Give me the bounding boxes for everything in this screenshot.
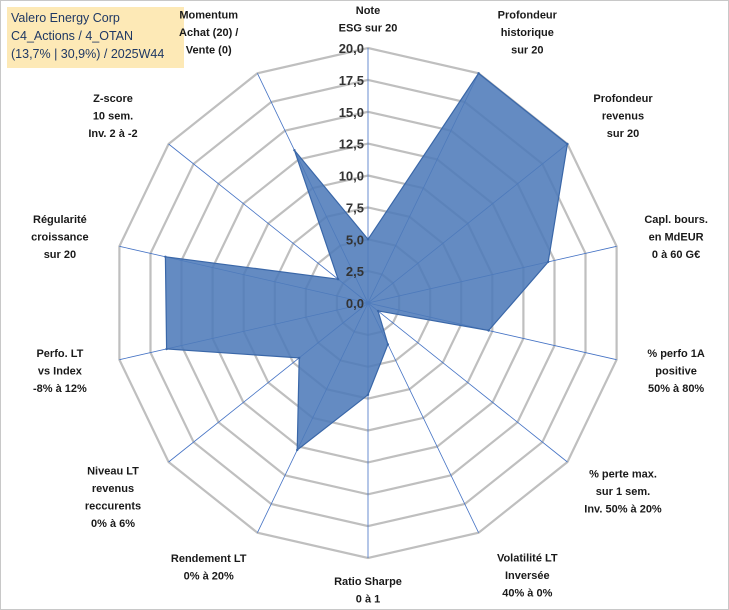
data-series-area (164, 72, 569, 452)
axis-label-line: Volatilité LT (497, 552, 558, 564)
data-point (293, 149, 296, 152)
axis-label-line: Achat (20) / (179, 27, 238, 39)
axis-label-line: Inversée (505, 570, 550, 582)
axis-label-line: 40% à 0% (502, 587, 552, 599)
data-point (566, 142, 569, 146)
tick-label: 0,0 (346, 296, 364, 311)
axis-label-line: Perfo. LT (36, 348, 83, 360)
axis-label: Ratio Sharpe 0 à 1 (334, 576, 402, 606)
axis-spoke (168, 143, 369, 304)
axis-label: Z-score 10 sem. Inv. 2 à -2 (88, 93, 137, 140)
data-point (477, 72, 480, 75)
axis-label-line: Note (356, 5, 380, 17)
axis-label-line: revenus (602, 111, 644, 123)
axis-label-line: reccurents (85, 500, 141, 512)
info-box: Valero Energy Corp C4_Actions / 4_OTAN (… (7, 7, 184, 68)
axis-label-line: sur 20 (607, 128, 639, 140)
axis-label-line: 10 sem. (93, 111, 133, 123)
axis-label-line: vs Index (38, 365, 83, 377)
axis-label-line: 0% à 20% (184, 571, 234, 583)
data-point (487, 329, 490, 332)
axis-label-line: sur 20 (511, 45, 543, 57)
axis-label-line: sur 20 (44, 249, 76, 261)
label-layer: Note ESG sur 20 Profondeur historique sur 20… (31, 5, 708, 606)
axis-label-line: Ratio Sharpe (334, 576, 402, 588)
category-label: C4_Actions / 4_OTAN (11, 29, 134, 43)
axis-label-line: Vente (0) (186, 45, 232, 57)
axis-label-line: 0% à 6% (91, 518, 135, 530)
axis-label-line: sur 1 sem. (596, 486, 650, 498)
axis-label: Momentum Achat (20) / Vente (0) (179, 10, 238, 57)
data-point (366, 238, 370, 241)
axis-label: % perte max. sur 1 sem. Inv. 50% à 20% (584, 469, 662, 516)
company-name: Valero Energy Corp (11, 11, 120, 25)
axis-label-line: 0 à 1 (356, 594, 380, 606)
axis-label-line: Inv. 2 à -2 (88, 128, 137, 140)
axis-label-line: positive (655, 365, 697, 377)
axis-label: Rendement LT 0% à 20% (171, 553, 247, 583)
axis-label-line: 0 à 60 G€ (652, 249, 700, 261)
data-point (164, 255, 167, 258)
data-point (336, 278, 340, 281)
axis-label: Profondeur revenus sur 20 (593, 93, 653, 140)
tick-label: 12,5 (339, 137, 364, 152)
series-layer (164, 72, 569, 452)
axis-label-line: Profondeur (498, 10, 558, 22)
axis-label: Perfo. LT vs Index -8% à 12% (33, 348, 87, 395)
axis-spoke (367, 302, 568, 463)
tick-label: 17,5 (339, 73, 364, 88)
axis-label-line: revenus (92, 483, 134, 495)
axis-label-line: Niveau LT (87, 465, 139, 477)
data-point (165, 347, 168, 351)
axis-label-line: Capl. bours. (644, 214, 708, 226)
tick-label: 7,5 (346, 200, 364, 215)
axis-label-line: Inv. 50% à 20% (584, 504, 662, 516)
axis-label-line: Profondeur (593, 93, 653, 105)
axis-label-line: historique (501, 27, 554, 39)
data-point (376, 309, 380, 313)
tick-label: 2,5 (346, 264, 364, 279)
tick-label: 15,0 (339, 105, 364, 120)
tick-layer: 0,0 2,5 5,0 7,5 10,0 12,5 15,0 17,5 20,0 (339, 41, 364, 311)
axis-label-line: Z-score (93, 93, 133, 105)
axis-label-line: % perfo 1A (647, 348, 705, 360)
axis-label: Capl. bours. en MdEUR 0 à 60 G€ (644, 214, 708, 261)
data-point (547, 260, 550, 264)
axis-label: Volatilité LT Inversée 40% à 0% (497, 552, 558, 599)
axis-label: Niveau LT revenus reccurents 0% à 6% (85, 465, 141, 530)
axis-label-line: % perte max. (589, 469, 657, 481)
axis-label-line: -8% à 12% (33, 383, 87, 395)
axis-label-line: Rendement LT (171, 553, 247, 565)
axis-label: Profondeur historique sur 20 (498, 10, 558, 57)
data-point (386, 343, 390, 346)
axis-label-line: croissance (31, 231, 88, 243)
axis-label: Régularité croissance sur 20 (31, 214, 88, 261)
axis-label-line: Momentum (179, 10, 238, 22)
axis-label: % perfo 1A positive 50% à 80% (647, 348, 705, 395)
data-point (298, 356, 301, 360)
tick-label: 10,0 (339, 169, 364, 184)
tick-label: 20,0 (339, 41, 364, 56)
axis-label-line: ESG sur 20 (339, 23, 398, 35)
data-point (296, 448, 299, 452)
stats-label: (13,7% | 30,9%) / 2025W44 (11, 47, 165, 61)
axis-label-line: 50% à 80% (648, 383, 704, 395)
axis-label: Note ESG sur 20 (339, 5, 398, 34)
tick-label: 5,0 (346, 232, 364, 247)
axis-label-line: en MdEUR (649, 231, 704, 243)
axis-label-line: Régularité (33, 214, 87, 226)
data-point (366, 393, 370, 396)
